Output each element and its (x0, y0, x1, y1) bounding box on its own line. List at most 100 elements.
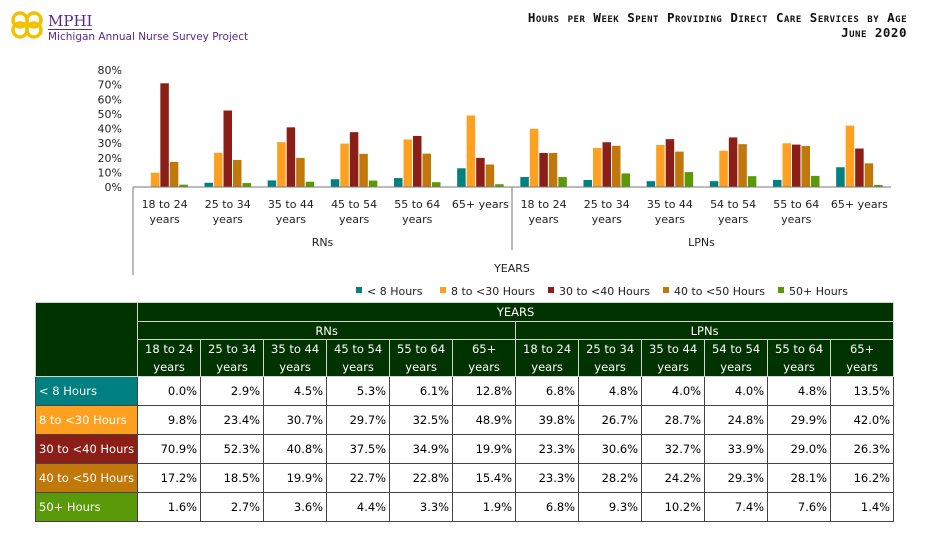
table-age-header: 18 to 24 years (137, 339, 202, 377)
x-tick-label: 35 to 44 (268, 198, 314, 211)
bar--8-hours (520, 177, 529, 187)
y-tick-label: 60% (98, 93, 122, 106)
x-tick-label-line2: years (592, 213, 623, 226)
x-tick-label: 65+ years (831, 198, 888, 211)
bar-50-hours (811, 175, 820, 187)
x-tick-label: 55 to 64 (394, 198, 440, 211)
logo-knot-icon (11, 11, 43, 39)
table-cell: 19.9% (452, 434, 517, 464)
table-row: 40 to <50 Hours 17.2% 18.5% 19.9% 22.7% 22.8%… (34, 463, 895, 493)
legend-swatch (440, 287, 446, 293)
page-title: Hours per Week Spent Providing Direct Ca… (528, 10, 907, 40)
y-tick-label: 50% (98, 108, 122, 121)
legend-label: 50+ Hours (789, 285, 848, 298)
table-cell: 9.8% (137, 405, 202, 435)
bar-40-to-50-hours (169, 161, 179, 187)
table-age-header: 65+ years (452, 339, 517, 377)
bar-chart: 0% 10%20% 30%40% 50% 60%70% 80% 18 to 24 years 2… (98, 64, 891, 298)
table-cell: 1.6% (137, 492, 202, 522)
table-age-header: 55 to 64 years (389, 339, 454, 377)
table-cell: 18.5% (200, 463, 265, 493)
x-tick-label-line2: years (655, 213, 686, 226)
y-tick-label: 80% (98, 64, 122, 77)
bar-30-to-40-hours (602, 142, 611, 187)
x-tick-label: 45 to 54 (331, 198, 377, 211)
bar-50-hours (747, 176, 757, 187)
table-cell: 40.8% (263, 434, 328, 464)
legend-label: 40 to <50 Hours (674, 285, 765, 298)
legend-label: < 8 Hours (367, 285, 423, 298)
table-cell: 30.6% (578, 434, 643, 464)
table-cell: 0.0% (137, 376, 202, 406)
table-row: 8 to <30 Hours 9.8% 23.4% 30.7% 29.7% 32.5% 48… (34, 405, 895, 435)
row-label: 8 to <30 Hours (34, 405, 139, 435)
table-cell: 32.5% (389, 405, 454, 435)
table-cell: 6.1% (389, 376, 454, 406)
legend-label: 8 to <30 Hours (451, 285, 535, 298)
row-label: 50+ Hours (34, 492, 139, 522)
table-cell: 22.8% (389, 463, 454, 493)
bar--8-hours (394, 178, 403, 187)
bar-30-to-40-hours (286, 127, 296, 187)
table-cell: 13.5% (830, 376, 895, 406)
bar-40-to-50-hours (864, 163, 874, 187)
y-tick-label: 70% (98, 79, 122, 92)
bar-50-hours (242, 183, 251, 187)
bar-30-to-40-hours (539, 152, 548, 187)
table-cell: 4.8% (578, 376, 643, 406)
bar--8-hours (709, 181, 719, 187)
x-tick-label-line2: years (339, 213, 370, 226)
bar-40-to-50-hours (801, 145, 810, 187)
bar-40-to-50-hours (233, 159, 242, 187)
logo-subtitle: Michigan Annual Nurse Survey Project (48, 31, 249, 43)
table-cell: 15.4% (452, 463, 517, 493)
bar-8-to-30-hours (845, 125, 855, 187)
table-row: 30 to <40 Hours 70.9% 52.3% 40.8% 37.5% 34.9%… (34, 434, 895, 464)
bar-40-to-50-hours (422, 153, 431, 187)
bar-40-to-50-hours (296, 157, 305, 187)
table-cell: 23.3% (515, 434, 580, 464)
table-age-header: 65+ years (830, 339, 895, 377)
bar-30-to-40-hours (728, 137, 738, 187)
table-cell: 42.0% (830, 405, 895, 435)
table-cell: 28.7% (641, 405, 706, 435)
bar-8-to-30-hours (782, 143, 791, 187)
table-age-header: 35 to 44 years (263, 339, 328, 377)
bar--8-hours (267, 180, 277, 187)
legend-label: 30 to <40 Hours (559, 285, 650, 298)
table-cell: 29.9% (767, 405, 832, 435)
bar-40-to-50-hours (485, 164, 495, 187)
x-tick-label: 18 to 24 (142, 198, 188, 211)
y-tick-label: 10% (98, 166, 122, 179)
x-tick-label: 55 to 64 (773, 198, 819, 211)
bar-30-to-40-hours (665, 139, 675, 187)
table-cell: 4.4% (326, 492, 391, 522)
legend-swatch (356, 287, 362, 293)
x-tick-label-line2: years (149, 213, 180, 226)
legend-swatch (548, 287, 554, 293)
table-row: 50+ Hours 1.6% 2.7% 3.6% 4.4% 3.3% 1.9% 6.8% 9.3… (34, 492, 895, 522)
group-label: RNs (312, 236, 334, 249)
table-cell: 2.7% (200, 492, 265, 522)
x-tick-label: 54 to 54 (710, 198, 756, 211)
title-line-1: Hours per Week Spent Providing Direct Ca… (527, 10, 907, 25)
table-cell: 26.7% (578, 405, 643, 435)
table-cell: 33.9% (704, 434, 769, 464)
bar-50-hours (432, 182, 441, 187)
y-tick-label: 0% (105, 181, 122, 194)
legend-swatch (778, 287, 784, 293)
bar-30-to-40-hours (792, 144, 801, 187)
table-cell: 24.2% (641, 463, 706, 493)
table-row: < 8 Hours 0.0% 2.9% 4.5% 5.3% 6.1% 12.8% 6.8% 4.… (34, 376, 895, 406)
table-cell: 17.2% (137, 463, 202, 493)
group-label: LPNs (688, 236, 715, 249)
table-cell: 3.3% (389, 492, 454, 522)
bar-40-to-50-hours (738, 144, 747, 187)
table-cell: 34.9% (389, 434, 454, 464)
table-cell: 39.8% (515, 405, 580, 435)
bar-8-to-30-hours (529, 128, 539, 187)
table-cell: 12.8% (452, 376, 517, 406)
bar-40-to-50-hours (675, 151, 684, 187)
table-cell: 3.6% (263, 492, 328, 522)
